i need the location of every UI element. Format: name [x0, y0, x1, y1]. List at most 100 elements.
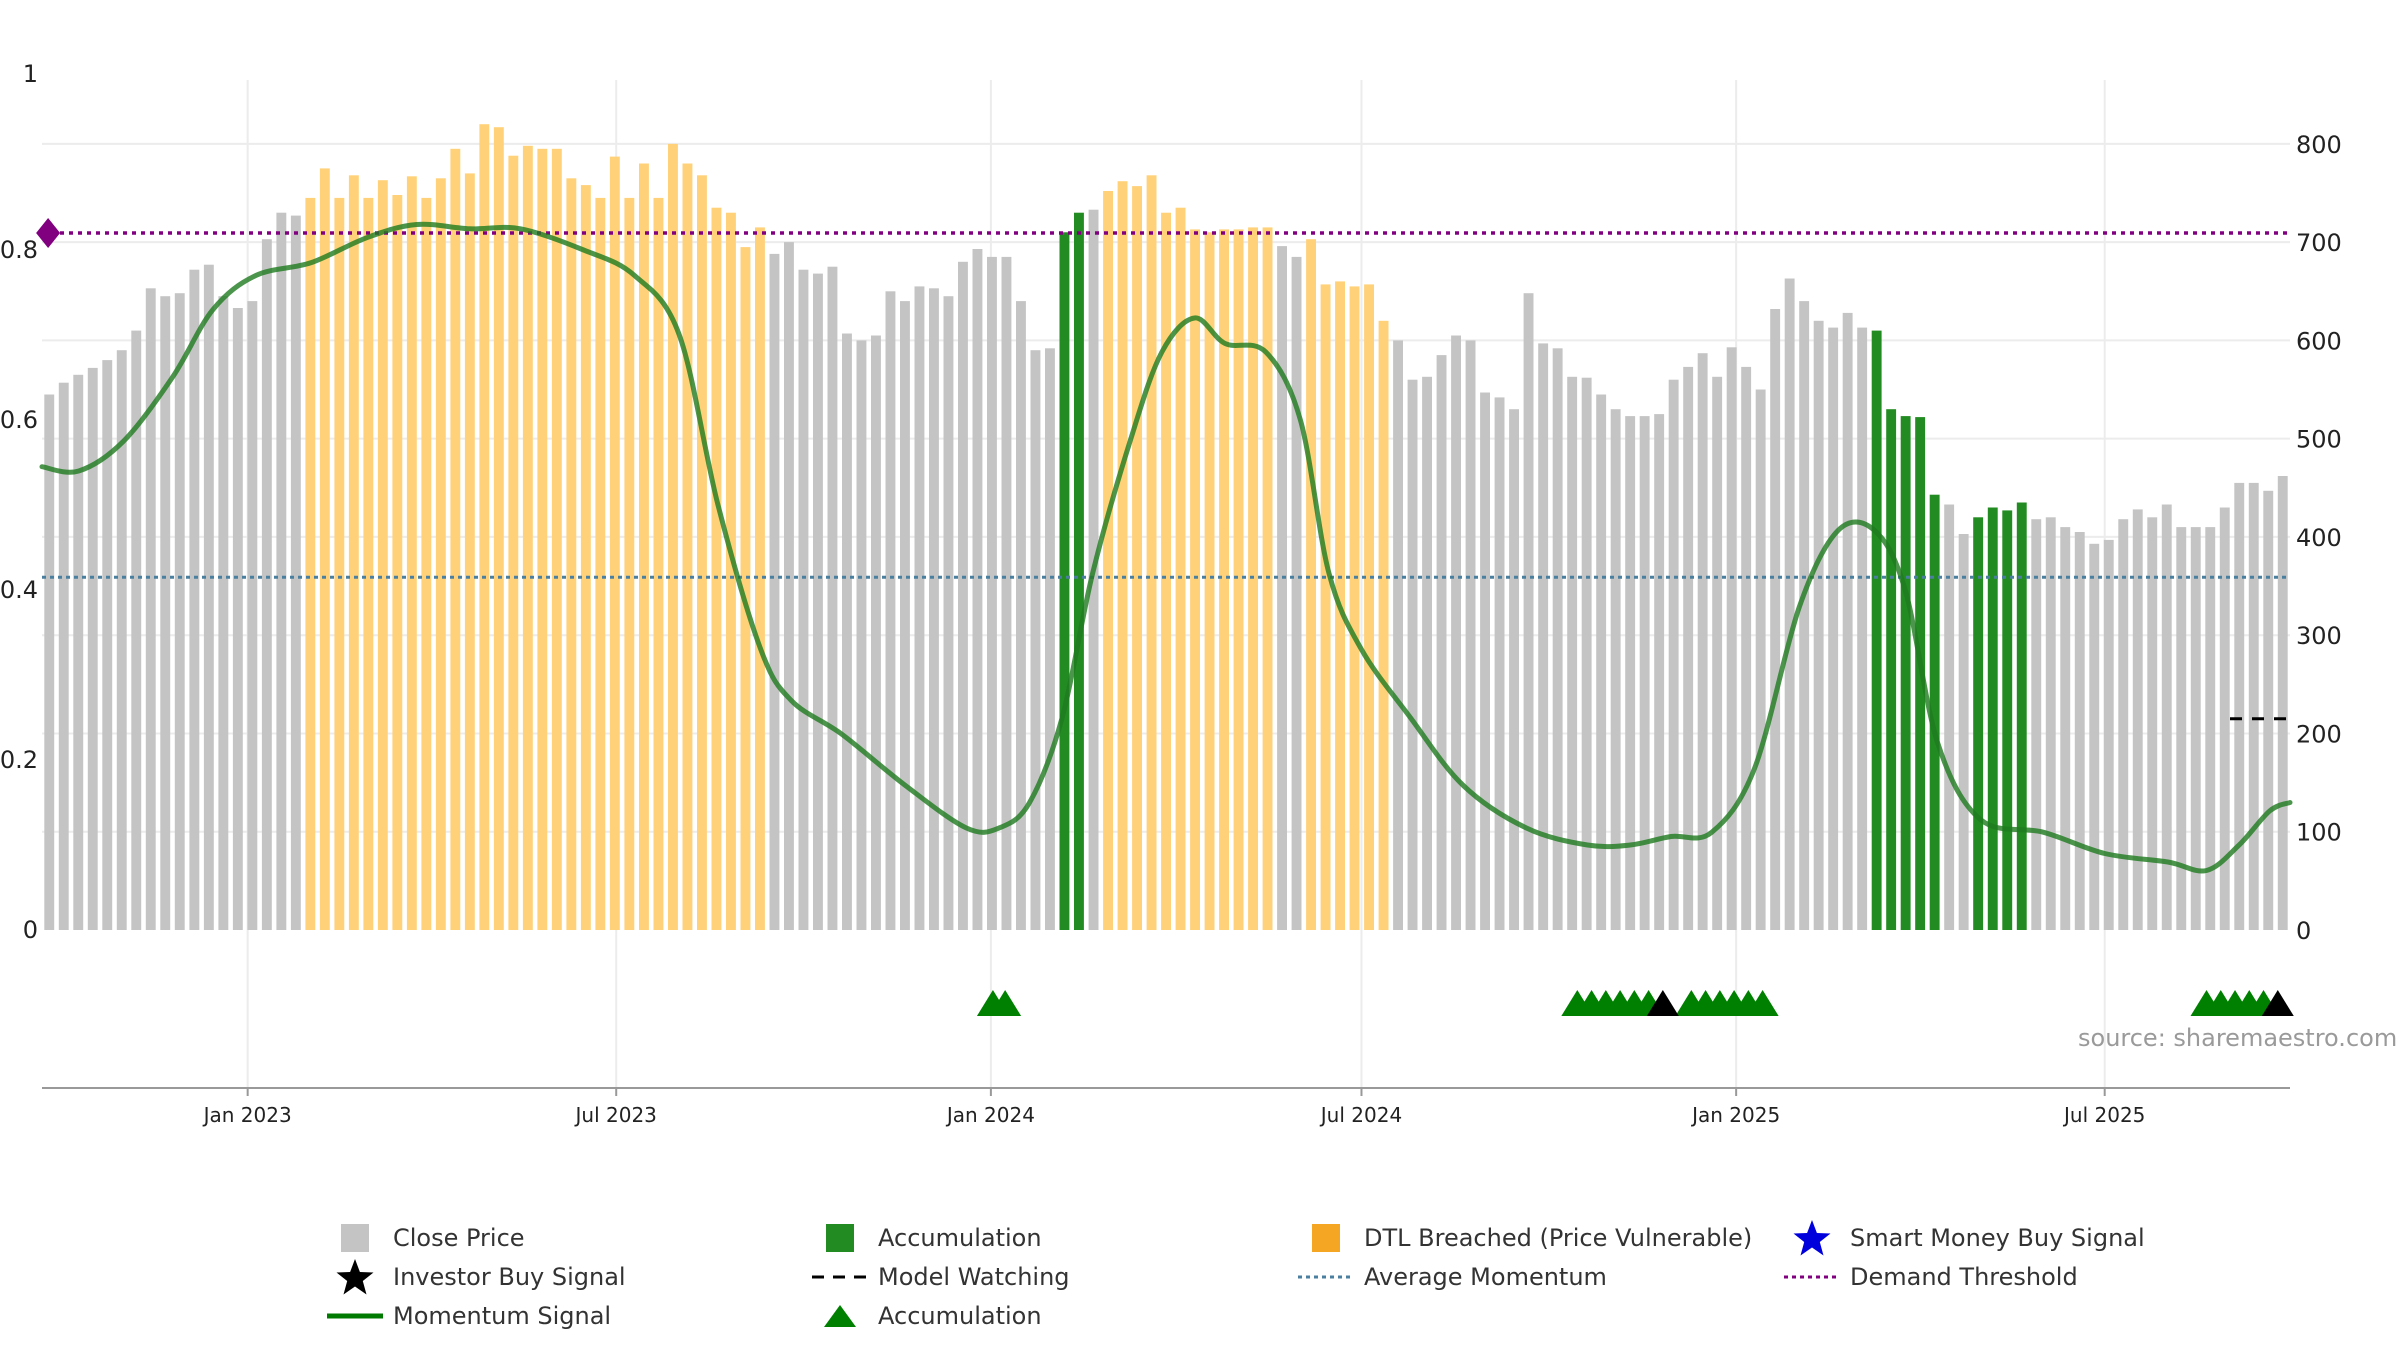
price-bar — [1654, 414, 1665, 931]
price-bar — [247, 301, 258, 931]
price-bar — [885, 291, 896, 930]
x-tick-label: Jan 2023 — [202, 1103, 292, 1127]
price-bar — [305, 197, 316, 930]
price-bar — [2234, 482, 2245, 930]
price-bar — [1987, 507, 1998, 930]
y-right-tick-label: 700 — [2296, 229, 2342, 257]
price-bar — [1857, 327, 1868, 931]
price-bar — [769, 253, 780, 930]
price-bar — [1610, 409, 1621, 930]
legend-item-investor-buy: Investor Buy Signal — [325, 1259, 626, 1295]
price-bar — [203, 264, 214, 930]
price-bar — [2219, 507, 2230, 930]
price-bar — [334, 197, 345, 930]
x-tick-label: Jul 2023 — [574, 1103, 657, 1127]
price-bar — [1973, 517, 1984, 930]
y-left-tick-label: 0.4 — [0, 576, 38, 604]
price-bar — [1074, 212, 1084, 930]
price-bar — [1625, 416, 1636, 931]
x-tick-label: Jul 2024 — [1319, 1103, 1402, 1127]
legend-item-smart-money: Smart Money Buy Signal — [1782, 1220, 2145, 1256]
price-bar — [566, 178, 577, 931]
price-bar — [1059, 232, 1070, 931]
price-bar — [1668, 379, 1679, 930]
price-bar — [522, 145, 533, 931]
price-bar — [464, 173, 475, 930]
price-bar — [1712, 376, 1723, 930]
green-triangle-icon — [810, 1298, 870, 1334]
price-bar — [1552, 348, 1563, 930]
x-tick-label: Jan 2025 — [1690, 1103, 1780, 1127]
price-bar — [1567, 376, 1578, 930]
price-bar — [987, 256, 997, 930]
source-credit: source: sharemaestro.com — [2078, 1024, 2398, 1052]
black-dash-icon — [810, 1259, 870, 1295]
price-bar — [624, 197, 635, 930]
y-right-tick-label: 400 — [2296, 524, 2342, 552]
price-bar — [1770, 309, 1781, 930]
price-bar — [1813, 320, 1824, 930]
price-bar — [1451, 335, 1461, 930]
bars — [44, 124, 2288, 931]
signal-markers — [976, 990, 2294, 1016]
price-bar — [1349, 286, 1360, 930]
y-left-tick-label: 0.8 — [0, 236, 38, 264]
price-bar — [639, 163, 649, 930]
gray-square-icon — [325, 1220, 385, 1256]
price-bar — [1016, 301, 1026, 931]
price-bar — [1407, 379, 1418, 930]
x-tick-label: Jan 2024 — [945, 1103, 1035, 1127]
price-bar — [580, 185, 591, 931]
price-bar — [900, 301, 910, 931]
demand-threshold-marker — [36, 218, 61, 248]
price-bar — [1233, 229, 1244, 930]
legend-label: Momentum Signal — [393, 1302, 612, 1330]
price-bar — [2132, 509, 2143, 930]
price-bar — [145, 288, 156, 930]
price-bar — [711, 207, 722, 930]
price-bar — [2016, 502, 2027, 930]
price-bar — [1190, 229, 1200, 930]
price-bar — [1929, 494, 1940, 930]
price-bar — [1958, 534, 1969, 930]
price-bar — [131, 330, 142, 931]
legend-item-accumulation-marker: Accumulation — [810, 1298, 1042, 1334]
price-bar — [726, 212, 736, 930]
price-bar — [842, 333, 852, 930]
price-bar — [116, 350, 127, 930]
legend: Close Price Accumulation DTL Breached (P… — [0, 1200, 2400, 1350]
black-star-icon — [325, 1259, 385, 1295]
price-bar — [319, 168, 330, 930]
price-bar — [435, 178, 446, 931]
legend-item-momentum-signal: Momentum Signal — [325, 1298, 611, 1334]
price-bar — [1320, 284, 1331, 930]
price-bar — [1436, 355, 1447, 931]
price-bar — [609, 156, 620, 931]
price-bar — [421, 197, 432, 930]
price-bar — [2060, 527, 2071, 930]
price-bar — [740, 247, 751, 931]
price-bar — [668, 143, 678, 930]
price-bar — [2190, 527, 2201, 930]
price-bar — [1523, 293, 1534, 930]
blue-dotted-icon — [1296, 1259, 1356, 1295]
price-bar — [697, 175, 707, 931]
price-bar — [2103, 539, 2114, 930]
price-bar — [813, 273, 823, 931]
price-bar — [1683, 366, 1694, 930]
price-bar — [377, 180, 388, 930]
price-bar — [276, 212, 287, 930]
price-bar — [1886, 409, 1897, 930]
price-bar — [174, 293, 185, 930]
price-bar — [44, 394, 55, 930]
reference-lines — [36, 218, 2290, 721]
price-bar — [1726, 347, 1737, 930]
price-bar — [2248, 482, 2259, 930]
price-bar — [798, 269, 809, 930]
price-bar — [1596, 394, 1607, 930]
legend-item-model-watching: Model Watching — [810, 1259, 1070, 1295]
green-line-icon — [325, 1298, 385, 1334]
price-bar — [755, 227, 765, 930]
price-bar — [1291, 256, 1302, 930]
